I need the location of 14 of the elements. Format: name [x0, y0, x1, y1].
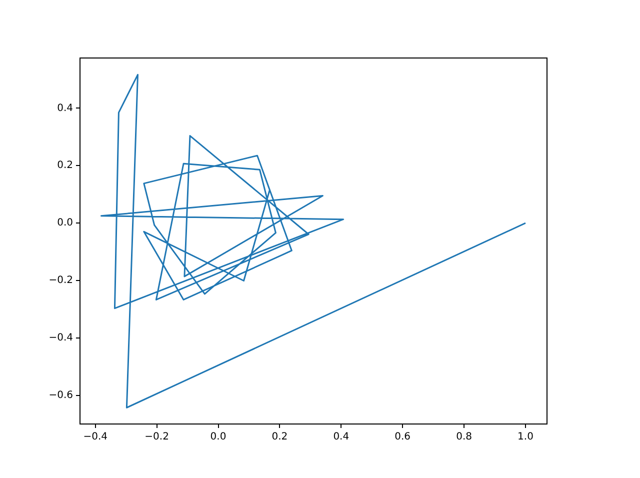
x-tick-label: 0.4 — [333, 432, 350, 443]
x-tick-label: 0.6 — [394, 432, 411, 443]
y-tick-label: 0.4 — [57, 102, 73, 114]
x-tick-label: 0.0 — [210, 432, 226, 443]
y-tick-label: −0.6 — [48, 390, 73, 401]
x-tick-label: 1.0 — [518, 432, 534, 443]
x-tick-label: −0.2 — [144, 432, 169, 443]
y-tick-label: −0.2 — [48, 275, 73, 286]
x-tick-label: 0.2 — [272, 432, 288, 443]
y-tick-label: −0.4 — [48, 332, 73, 344]
y-tick-label: 0.2 — [57, 160, 73, 172]
x-tick-label: 0.8 — [456, 432, 472, 443]
x-tick-label: −0.4 — [83, 432, 108, 443]
y-tick-label: 0.0 — [57, 218, 73, 229]
